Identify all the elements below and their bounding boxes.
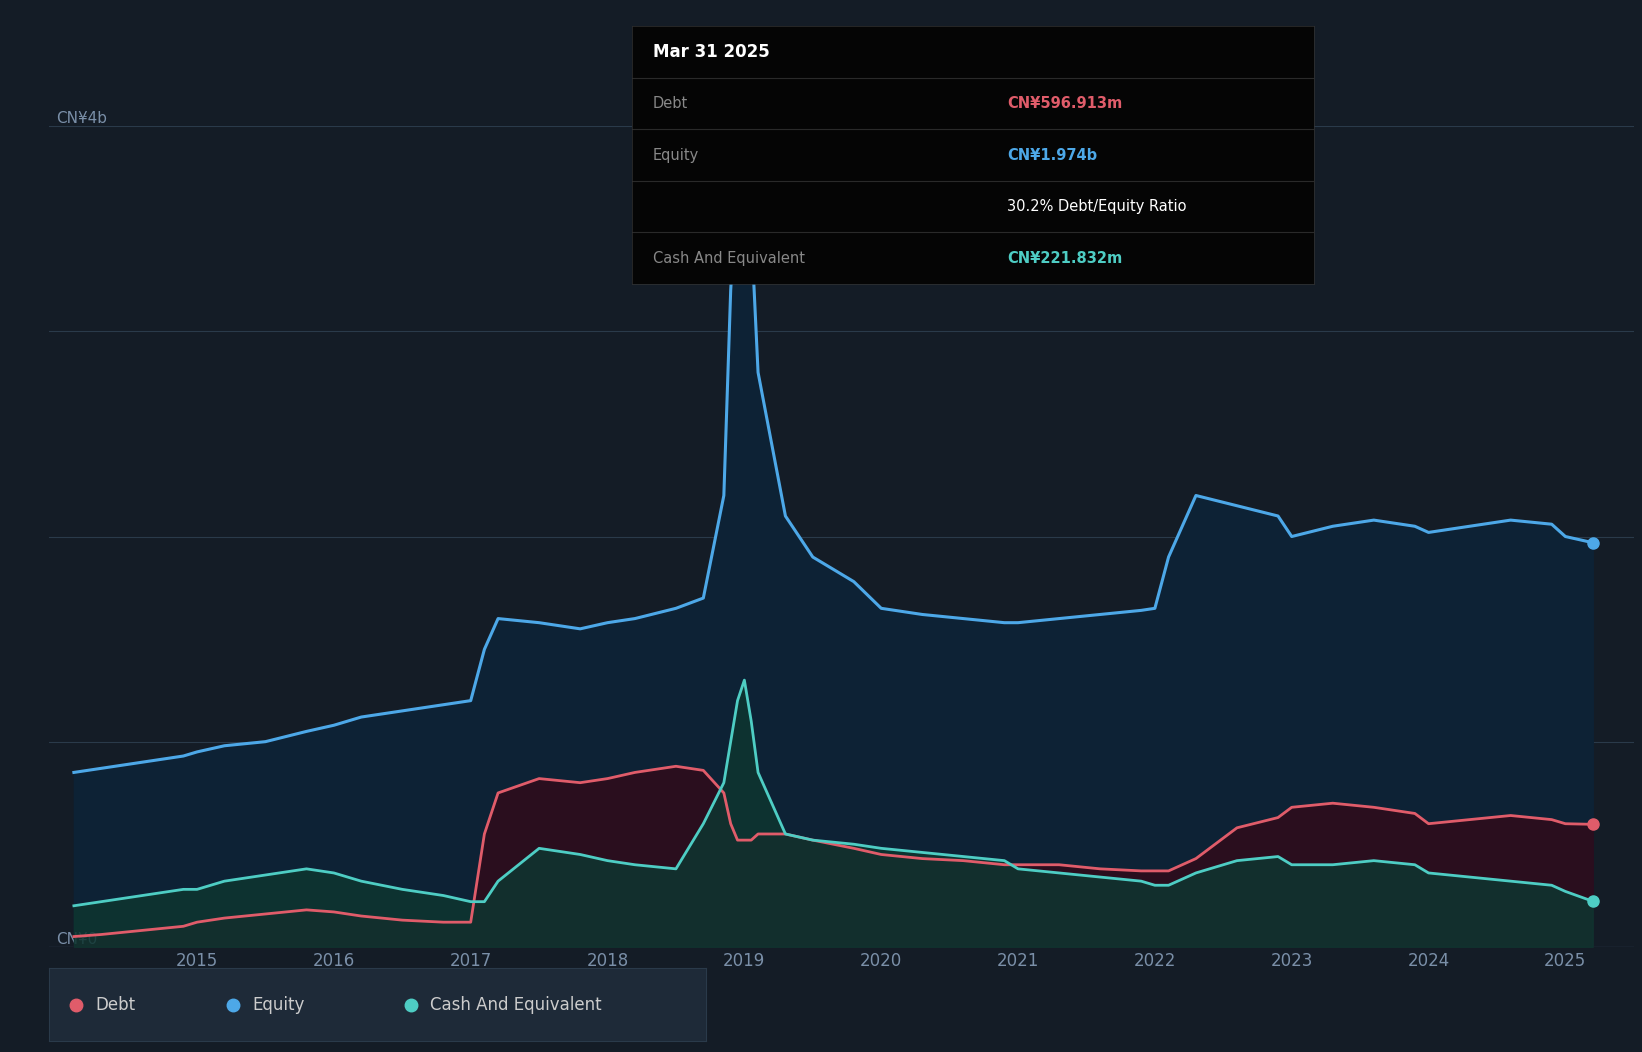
Text: CN¥4b: CN¥4b bbox=[56, 112, 107, 126]
Text: CN¥0: CN¥0 bbox=[56, 932, 97, 947]
Text: CN¥596.913m: CN¥596.913m bbox=[1007, 96, 1121, 112]
Text: Mar 31 2025: Mar 31 2025 bbox=[652, 43, 770, 61]
Text: Debt: Debt bbox=[95, 995, 135, 1014]
Text: 30.2% Debt/Equity Ratio: 30.2% Debt/Equity Ratio bbox=[1007, 199, 1187, 215]
Text: CN¥1.974b: CN¥1.974b bbox=[1007, 147, 1097, 163]
Text: Equity: Equity bbox=[253, 995, 305, 1014]
Text: Cash And Equivalent: Cash And Equivalent bbox=[652, 250, 805, 266]
Text: CN¥221.832m: CN¥221.832m bbox=[1007, 250, 1121, 266]
Text: Equity: Equity bbox=[652, 147, 699, 163]
Text: Debt: Debt bbox=[652, 96, 688, 112]
Text: Cash And Equivalent: Cash And Equivalent bbox=[430, 995, 603, 1014]
